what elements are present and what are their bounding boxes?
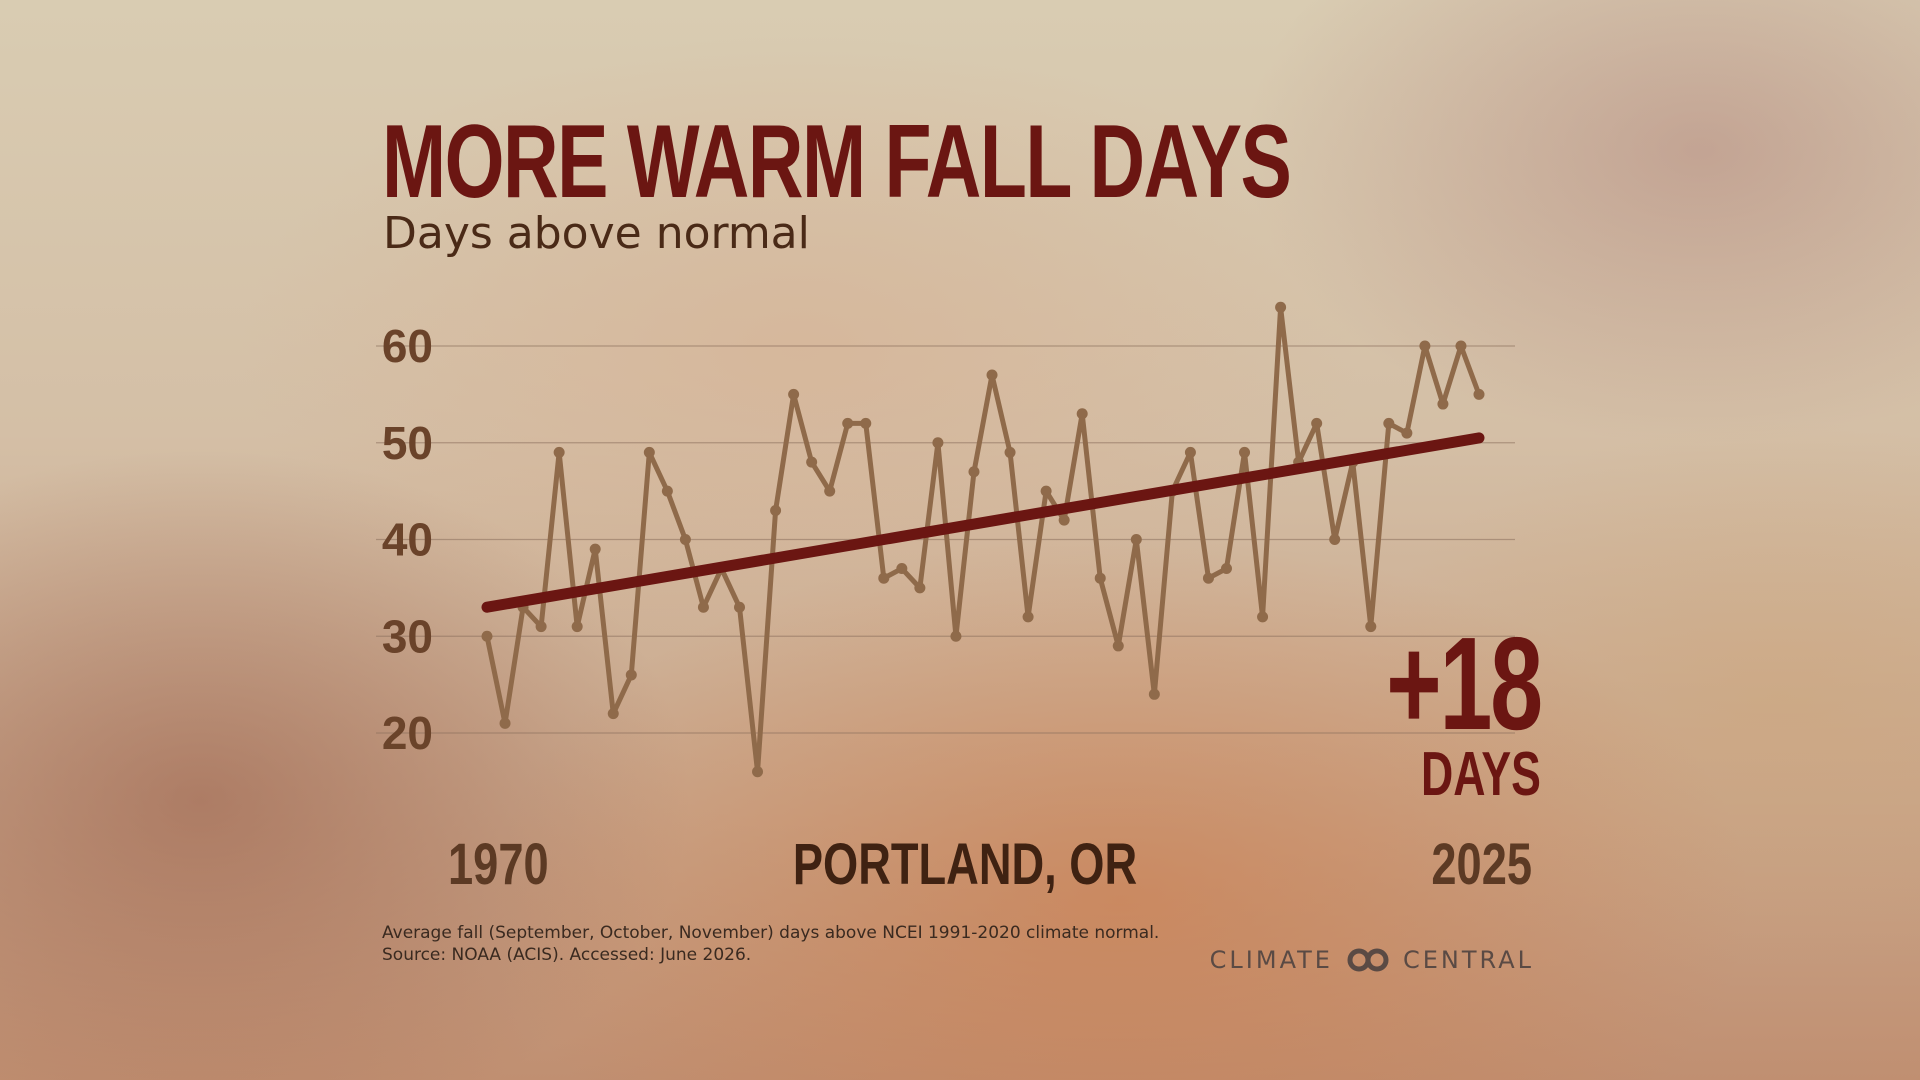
footnote-line-2: Source: NOAA (ACIS). Accessed: June 2026… <box>382 945 752 965</box>
data-point <box>1257 611 1269 623</box>
series-layer <box>481 301 1485 778</box>
data-point <box>932 437 944 449</box>
data-point <box>1130 534 1142 545</box>
y-tick-label-30: 30 <box>382 610 433 662</box>
data-point <box>571 621 583 633</box>
logo-text-left: CLIMATE <box>1209 946 1333 974</box>
trend-line <box>481 432 1485 613</box>
data-point <box>1455 340 1467 352</box>
data-point <box>896 563 908 575</box>
data-point <box>1419 340 1431 352</box>
change-unit: DAYS <box>1421 740 1541 809</box>
data-point <box>1220 563 1232 575</box>
climate-central-logo: CLIMATE CENTRAL <box>1210 946 1534 974</box>
data-point <box>752 766 764 778</box>
trend-layer <box>481 432 1485 613</box>
data-point <box>1275 301 1287 313</box>
footnote: Average fall (September, October, Novemb… <box>382 922 1159 966</box>
location-label: PORTLAND, OR <box>792 832 1138 897</box>
data-point <box>968 466 980 478</box>
data-point <box>1022 611 1034 623</box>
data-point <box>1329 534 1341 545</box>
data-point <box>535 621 547 633</box>
data-point <box>1202 572 1214 584</box>
data-point <box>770 504 782 516</box>
data-point <box>607 708 619 720</box>
data-point <box>1401 427 1413 439</box>
series-line <box>484 304 1482 775</box>
data-point <box>589 543 601 555</box>
data-point <box>1184 446 1196 458</box>
data-point <box>824 485 836 497</box>
data-point <box>1004 446 1016 458</box>
data-point <box>860 417 872 429</box>
logo-text-right: CENTRAL <box>1402 946 1534 974</box>
y-tick-label-40: 40 <box>382 514 433 566</box>
data-point <box>1094 572 1106 584</box>
y-axis-ticks: 20 30 40 50 60 <box>382 320 433 759</box>
change-callout: +18 DAYS <box>1326 610 1543 809</box>
y-tick-label-20: 20 <box>382 707 433 759</box>
footnote-line-1: Average fall (September, October, Novemb… <box>382 923 1160 943</box>
data-point <box>1365 621 1377 633</box>
data-point <box>878 572 890 584</box>
data-point <box>1437 398 1449 410</box>
data-point <box>553 446 565 458</box>
data-point <box>1311 417 1323 429</box>
linked-rings-icon <box>1347 948 1389 972</box>
y-tick-label-60: 60 <box>382 320 433 372</box>
chart-title: MORE WARM FALL DAYS <box>382 104 1292 220</box>
data-point <box>481 630 493 642</box>
data-point <box>1473 388 1485 400</box>
data-point <box>643 446 655 458</box>
data-point <box>1112 640 1124 652</box>
data-point <box>1040 485 1052 497</box>
data-point <box>1239 446 1251 458</box>
data-point <box>697 601 709 613</box>
y-tick-label-50: 50 <box>382 417 433 469</box>
data-point <box>1383 417 1395 429</box>
data-point <box>1148 688 1160 700</box>
data-point <box>1058 514 1070 526</box>
data-point <box>986 369 998 381</box>
x-axis-end-label: 2025 <box>1431 832 1532 897</box>
data-point <box>950 630 962 642</box>
change-value: +18 <box>1386 610 1543 757</box>
data-point <box>914 582 926 594</box>
data-point <box>842 417 854 429</box>
data-point <box>661 485 673 497</box>
data-point <box>788 388 800 400</box>
data-point <box>679 534 691 545</box>
data-point <box>806 456 818 468</box>
x-axis-start-label: 1970 <box>448 832 549 897</box>
data-point <box>625 669 637 681</box>
chart-subtitle: Days above normal <box>383 208 810 259</box>
data-point <box>1076 408 1088 420</box>
data-point <box>499 717 511 729</box>
data-point <box>734 601 746 613</box>
